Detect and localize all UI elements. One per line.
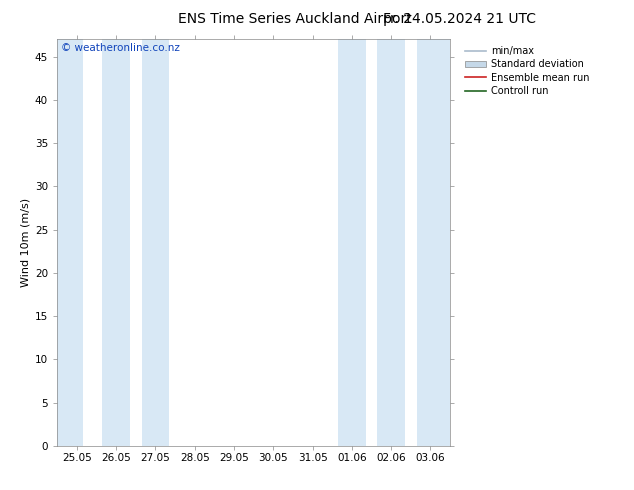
Text: ENS Time Series Auckland Airport: ENS Time Series Auckland Airport [178, 12, 411, 26]
Bar [417, 39, 450, 446]
Text: Fr. 24.05.2024 21 UTC: Fr. 24.05.2024 21 UTC [383, 12, 536, 26]
Bar [338, 39, 366, 446]
Y-axis label: Wind 10m (m/s): Wind 10m (m/s) [21, 198, 30, 287]
Legend: min/max, Standard deviation, Ensemble mean run, Controll run: min/max, Standard deviation, Ensemble me… [463, 44, 592, 98]
Bar [377, 39, 405, 446]
Bar [141, 39, 169, 446]
Bar [57, 39, 82, 446]
Bar [102, 39, 130, 446]
Text: © weatheronline.co.nz: © weatheronline.co.nz [61, 43, 180, 53]
